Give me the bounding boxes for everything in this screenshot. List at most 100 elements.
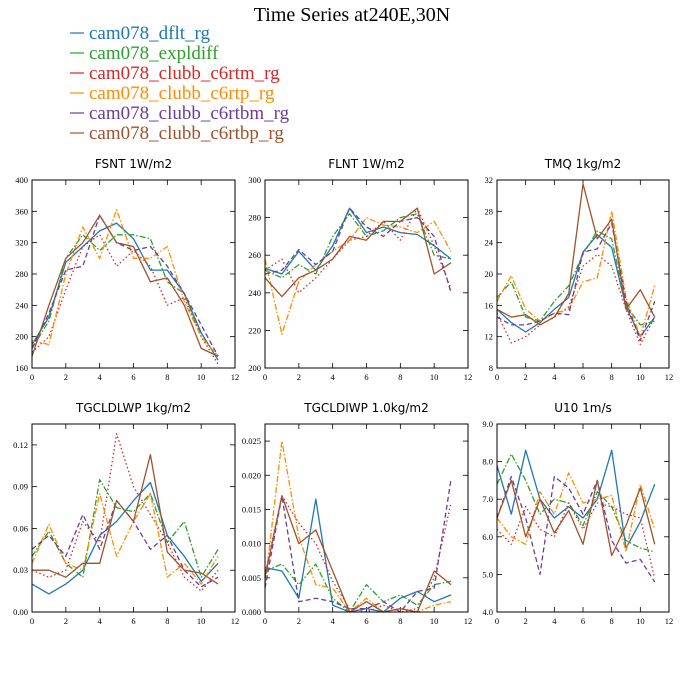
y-tick-label: 8.0 [482, 457, 493, 467]
series-line [496, 449, 656, 549]
panel-title: TGCLDIWP 1.0kg/m2 [303, 401, 428, 415]
x-tick-label: 12 [665, 616, 674, 626]
series-line [31, 209, 219, 357]
y-tick-label: 20 [485, 269, 494, 279]
x-tick-label: 12 [665, 372, 674, 382]
panel-title: FSNT 1W/m2 [95, 157, 172, 171]
panel-title: FLNT 1W/m2 [328, 157, 405, 171]
y-tick-label: 7.0 [482, 494, 493, 504]
series-line [31, 479, 219, 578]
series-line [31, 214, 219, 357]
y-tick-label: 4.0 [482, 607, 493, 617]
y-tick-label: 0.000 [242, 607, 261, 617]
x-tick-label: 4 [552, 372, 557, 382]
x-tick-label: 12 [231, 616, 240, 626]
y-tick-label: 9.0 [482, 419, 493, 429]
series-line [496, 210, 656, 338]
y-tick-label: 280 [15, 269, 28, 279]
y-tick-label: 240 [15, 300, 28, 310]
x-tick-label: 0 [263, 616, 267, 626]
x-tick-label: 4 [552, 616, 557, 626]
series-line [496, 475, 656, 583]
series-line [496, 234, 656, 338]
y-tick-label: 240 [248, 288, 261, 298]
x-tick-label: 0 [263, 372, 267, 382]
plot-frame [31, 423, 236, 613]
x-tick-label: 10 [197, 616, 206, 626]
y-tick-label: 160 [15, 363, 28, 373]
plot-frame [31, 179, 236, 369]
x-tick-label: 4 [331, 372, 336, 382]
y-tick-label: 6.0 [482, 532, 493, 542]
x-tick-label: 2 [297, 616, 301, 626]
x-tick-label: 2 [64, 372, 68, 382]
x-tick-label: 6 [364, 372, 368, 382]
legend-entry: cam078_clubb_c6rtbm_rg [89, 103, 290, 124]
y-tick-label: 32 [485, 175, 494, 185]
series-line [264, 495, 452, 613]
chart-panel: TGCLDLWP 1kg/m2 0 2 4 6 8 10 12 0.00 0.03 0.06 0.09… [13, 401, 239, 626]
y-tick-label: 260 [248, 250, 261, 260]
series-line [496, 453, 655, 553]
x-tick-label: 6 [131, 616, 135, 626]
x-tick-label: 8 [398, 616, 402, 626]
x-tick-label: 8 [165, 616, 169, 626]
x-tick-label: 2 [64, 616, 68, 626]
panel-title: TMQ 1kg/m2 [544, 157, 622, 171]
series-line [264, 207, 452, 298]
series-line [264, 207, 452, 293]
x-tick-label: 0 [30, 372, 34, 382]
chart-panel: FSNT 1W/m2 0 2 4 6 8 10 12 160 200 240 280 320 360 400 [15, 157, 239, 382]
x-tick-label: 0 [30, 616, 34, 626]
x-tick-label: 6 [581, 372, 585, 382]
x-tick-label: 4 [98, 616, 103, 626]
x-tick-label: 12 [464, 616, 473, 626]
x-tick-label: 12 [231, 372, 240, 382]
series-line [31, 492, 219, 585]
x-tick-label: 4 [98, 372, 103, 382]
y-tick-label: 0.06 [13, 523, 28, 533]
chart-panel: TGCLDIWP 1.0kg/m2 0 2 4 6 8 10 12 0.000 0.005 0.01… [242, 401, 472, 626]
chart-panel: FLNT 1W/m2 0 2 4 6 8 10 12 200 220 240 260 280 300 [248, 157, 472, 382]
series-line [32, 453, 219, 585]
legend-entry: cam078_dflt_rg [89, 23, 211, 44]
series-line [496, 253, 656, 346]
x-tick-label: 0 [495, 372, 499, 382]
x-tick-label: 2 [524, 616, 528, 626]
series-line [496, 472, 656, 553]
y-tick-label: 0.00 [13, 607, 28, 617]
y-tick-label: 400 [15, 175, 28, 185]
y-tick-label: 200 [248, 363, 261, 373]
series-line [31, 433, 219, 592]
y-tick-label: 0.020 [242, 470, 261, 480]
y-tick-label: 0.12 [13, 440, 28, 450]
y-tick-label: 16 [485, 300, 494, 310]
x-tick-label: 10 [430, 372, 439, 382]
plot-frame [264, 423, 469, 613]
x-tick-label: 2 [297, 372, 301, 382]
y-tick-label: 360 [15, 206, 28, 216]
y-tick-label: 12 [485, 332, 494, 342]
plot-frame [496, 423, 670, 613]
series-line [496, 230, 655, 326]
series-line [264, 478, 452, 613]
series-line [31, 234, 219, 365]
legend-entry: cam078_clubb_c6rtm_rg [89, 63, 280, 84]
panel-title: TGCLDLWP 1kg/m2 [75, 401, 191, 415]
y-tick-label: 200 [15, 332, 28, 342]
series-line [31, 499, 219, 588]
y-tick-label: 0.025 [242, 436, 261, 446]
panel-title: U10 1m/s [554, 401, 612, 415]
y-tick-label: 220 [248, 325, 261, 335]
legend-entry: cam078_expldiff [89, 43, 219, 64]
x-tick-label: 8 [610, 372, 614, 382]
y-tick-label: 280 [248, 213, 261, 223]
x-tick-label: 2 [524, 372, 528, 382]
x-tick-label: 8 [398, 372, 402, 382]
y-tick-label: 5.0 [482, 569, 493, 579]
series-line [31, 222, 219, 361]
legend: cam078_dflt_rgcam078_expldiffcam078_club… [70, 23, 290, 144]
x-tick-label: 4 [331, 616, 336, 626]
series-line [264, 216, 452, 335]
chart-panels: FSNT 1W/m20 2 4 6 8 10 12160200240280320360400… [13, 157, 673, 626]
